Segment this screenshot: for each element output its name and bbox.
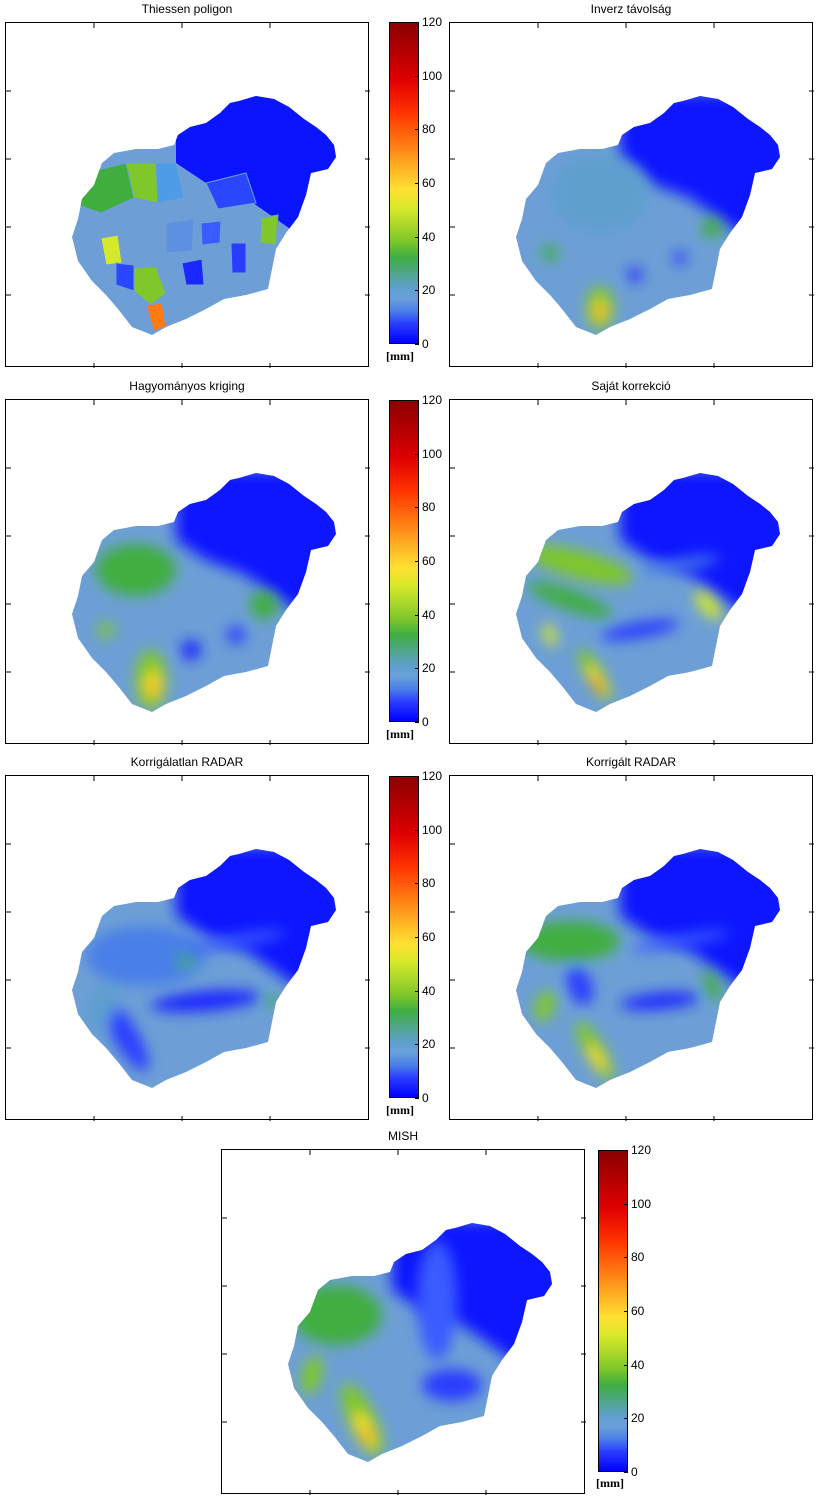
colorbar-tick-mark (415, 1044, 419, 1045)
colorbar-tick-mark (415, 991, 419, 992)
colorbar-tick-mark (415, 237, 419, 238)
colorbar-tick-mark (624, 1311, 628, 1312)
colorbar-tick-label: 80 (631, 1250, 645, 1265)
panel-title-korrigalt: Korrigált RADAR (585, 755, 677, 769)
colorbar-tick-label: 0 (422, 337, 429, 351)
colorbar-tick-label: 80 (422, 500, 436, 515)
colorbar-tick-mark (624, 1418, 628, 1419)
colorbar-tick-label: 100 (631, 1196, 652, 1211)
colorbar-tick-label: 0 (422, 1091, 429, 1105)
colorbar-tick-mark (415, 776, 419, 777)
panel-title-kriging: Hagyományos kriging (129, 379, 245, 393)
colorbar-unit-3: [mm] (386, 1103, 414, 1117)
map-thiessen (5, 22, 370, 368)
map-svg (6, 776, 370, 1121)
colorbar-unit-2: [mm] (386, 727, 414, 741)
colorbar-tick-mark (415, 129, 419, 130)
colorbar-tick-label: 120 (631, 1143, 652, 1157)
colorbar-tick-label: 0 (631, 1465, 638, 1479)
panel-title-sajat: Saját korrekció (591, 379, 671, 393)
map-svg (6, 23, 370, 368)
colorbar-tick-mark (415, 507, 419, 508)
colorbar-tick-mark (415, 937, 419, 938)
map-inverz (449, 22, 814, 368)
colorbar-tick-mark (415, 22, 419, 23)
colorbar-tick-mark (624, 1150, 628, 1151)
colorbar-tick-mark (415, 290, 419, 291)
colorbar-tick-label: 60 (422, 554, 436, 568)
colorbar-tick-label: 100 (422, 68, 443, 83)
colorbar-tick-label: 60 (422, 176, 436, 190)
colorbar-tick-label: 80 (422, 876, 436, 891)
colorbar-tick-mark (415, 668, 419, 669)
panel-title-mish: MISH (388, 1129, 418, 1143)
map-svg (6, 400, 370, 745)
colorbar-unit-1: [mm] (386, 349, 414, 363)
map-svg (222, 1150, 586, 1495)
map-svg (450, 776, 814, 1121)
map-svg (450, 23, 814, 368)
colorbar-tick-mark (624, 1365, 628, 1366)
colorbar-tick-label: 100 (422, 822, 443, 837)
colorbar-tick-label: 60 (422, 930, 436, 944)
panel-title-thiessen: Thiessen poligon (141, 2, 233, 16)
colorbar-tick-label: 120 (422, 393, 443, 407)
colorbar-tick-label: 40 (422, 229, 436, 244)
colorbar-1 (389, 22, 419, 344)
colorbar-tick-label: 120 (422, 769, 443, 783)
colorbar-tick-mark (415, 722, 419, 723)
colorbar-tick-label: 100 (422, 446, 443, 461)
colorbar-tick-mark (415, 344, 419, 345)
panel-title-korrigalatlan: Korrigálatlan RADAR (130, 755, 244, 769)
colorbar-tick-label: 0 (422, 715, 429, 729)
colorbar-tick-mark (415, 76, 419, 77)
colorbar-tick-mark (415, 183, 419, 184)
colorbar-tick-mark (415, 454, 419, 455)
panel-title-inverz: Inverz távolság (590, 2, 672, 16)
colorbar-tick-label: 60 (631, 1304, 645, 1318)
colorbar-tick-mark (415, 883, 419, 884)
colorbar-2 (389, 400, 419, 722)
colorbar-tick-mark (415, 400, 419, 401)
map-mish (221, 1149, 586, 1495)
colorbar-tick-label: 20 (422, 661, 436, 676)
colorbar-tick-label: 80 (422, 122, 436, 137)
colorbar-tick-mark (415, 1098, 419, 1099)
colorbar-tick-mark (624, 1257, 628, 1258)
colorbar-tick-mark (624, 1204, 628, 1205)
colorbar-tick-label: 40 (422, 607, 436, 622)
colorbar-tick-label: 20 (631, 1411, 645, 1426)
colorbar-tick-mark (415, 615, 419, 616)
colorbar-tick-mark (415, 830, 419, 831)
colorbar-tick-label: 40 (422, 983, 436, 998)
map-kriging (5, 399, 370, 745)
map-sajat (449, 399, 814, 745)
map-korrigalt (449, 775, 814, 1121)
colorbar-tick-label: 20 (422, 283, 436, 298)
colorbar-tick-mark (624, 1472, 628, 1473)
colorbar-tick-mark (415, 561, 419, 562)
colorbar-unit-4: [mm] (596, 1476, 624, 1490)
colorbar-tick-label: 120 (422, 15, 443, 29)
colorbar-tick-label: 20 (422, 1037, 436, 1052)
map-korrigalatlan (5, 775, 370, 1121)
colorbar-tick-label: 40 (631, 1357, 645, 1372)
map-svg (450, 400, 814, 745)
